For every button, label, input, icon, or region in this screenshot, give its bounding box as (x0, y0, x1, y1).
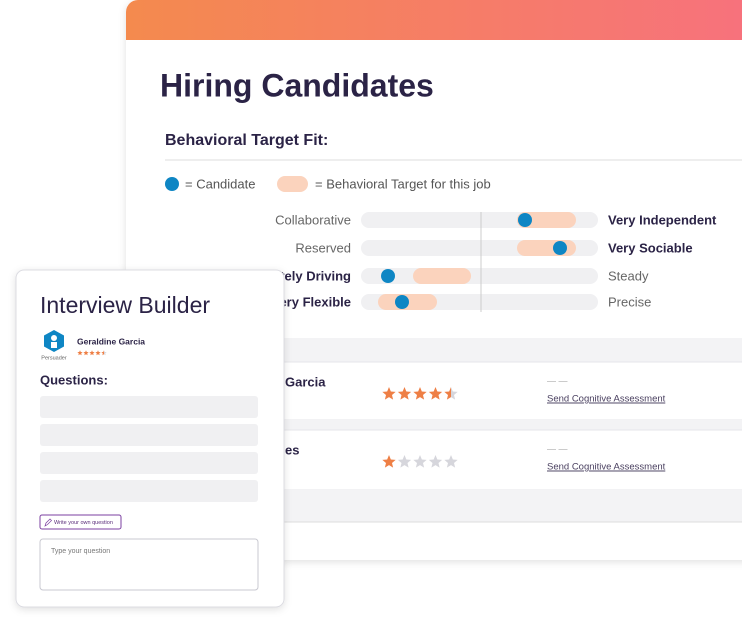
star (413, 455, 427, 468)
track (361, 268, 598, 284)
question-slot[interactable] (40, 480, 258, 502)
candidate-name: Geraldine Garcia (77, 336, 145, 346)
legend-pill (277, 176, 308, 192)
star (428, 455, 443, 468)
candidate-dot (395, 295, 409, 309)
button-label[interactable]: Write your own question (54, 520, 113, 526)
trait-left: Collaborative (275, 212, 351, 227)
assessment-link[interactable]: Send Cognitive Assessment (547, 394, 666, 405)
trait-right: Very Sociable (608, 240, 693, 255)
question-slot[interactable] (40, 424, 258, 446)
candidate-rows: Garcia — — Send Cognitive Assessment es — — S… (285, 374, 666, 472)
star (397, 387, 412, 400)
badge-label: Persuader (41, 355, 67, 361)
target-range (413, 268, 471, 284)
question-slot[interactable] (40, 396, 258, 418)
avatar-icon (51, 342, 57, 348)
trait-right: Precise (608, 294, 651, 309)
candidate-dot (518, 213, 532, 227)
question-input[interactable] (39, 538, 259, 591)
interview-builder: Interview Builder Persuader Geraldine Ga… (15, 269, 285, 608)
question-slot[interactable] (40, 452, 258, 474)
star (444, 387, 458, 400)
avatar-icon (51, 335, 57, 341)
input-placeholder: Type your question (51, 548, 110, 555)
trait-right: Steady (608, 268, 649, 283)
row-gap (126, 420, 742, 430)
candidate-name: es (285, 442, 299, 457)
star (397, 455, 412, 468)
trait-right: Very Independent (608, 212, 717, 227)
legend-label: = Behavioral Target for this job (315, 176, 491, 191)
trait-rows: Collaborative Very Independent Reserved Ver… (272, 212, 717, 310)
section-heading: Behavioral Target Fit: (165, 132, 328, 149)
button-frame[interactable] (39, 514, 122, 530)
pencil-icon (44, 518, 52, 527)
rating (77, 350, 107, 356)
star (101, 350, 107, 356)
target-range (517, 240, 576, 256)
card-header (126, 0, 742, 40)
legend-label: = Candidate (185, 176, 255, 191)
star (413, 387, 427, 400)
legend-dot (165, 177, 179, 191)
score: — — (547, 375, 568, 385)
trait-left: Reserved (295, 240, 351, 255)
candidate-dot (553, 241, 567, 255)
star (382, 455, 396, 468)
questions-heading: Questions: (40, 372, 108, 387)
page-title: Hiring Candidates (160, 67, 434, 103)
star (428, 387, 443, 400)
trait-left: ately Driving (273, 268, 351, 283)
star (95, 350, 101, 356)
score: — — (547, 443, 568, 453)
builder-title: Interview Builder (40, 292, 210, 318)
rating (382, 387, 458, 400)
star (444, 455, 458, 468)
star (89, 350, 95, 356)
rating (382, 455, 458, 468)
candidate-name: Garcia (285, 374, 326, 389)
star (77, 350, 83, 356)
candidate-dot (381, 269, 395, 283)
trait-left: Very Flexible (272, 294, 352, 309)
star (382, 387, 396, 400)
write-button[interactable]: Write your own question (39, 514, 122, 530)
star (83, 350, 89, 356)
target-range (517, 212, 576, 228)
assessment-link[interactable]: Send Cognitive Assessment (547, 462, 666, 473)
